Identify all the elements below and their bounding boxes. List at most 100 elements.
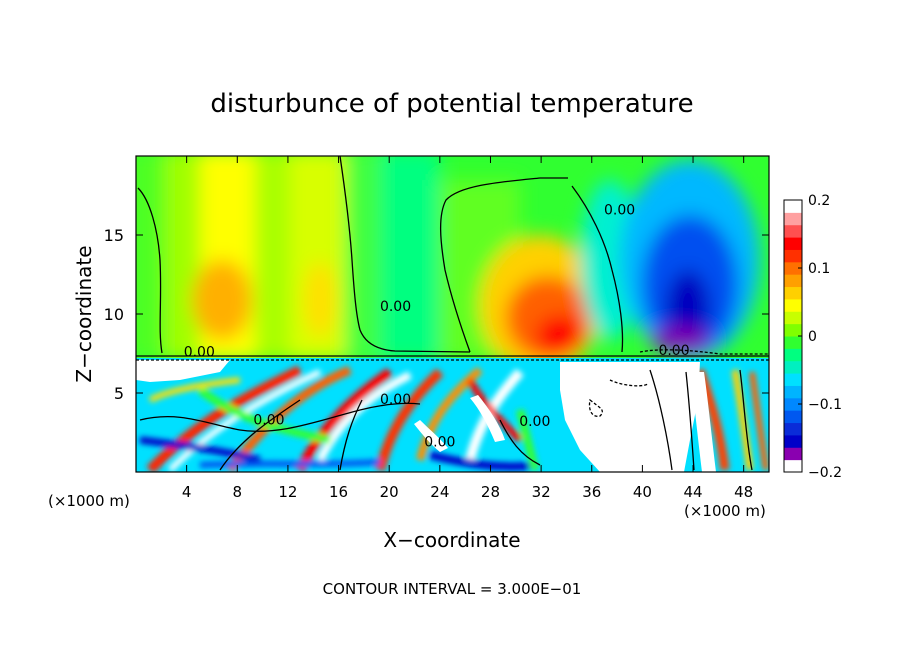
x-tick-label: 16 bbox=[329, 483, 348, 501]
streak bbox=[516, 409, 539, 471]
colorbar-label: −0.2 bbox=[808, 465, 842, 481]
x-tick-label: 36 bbox=[582, 483, 601, 501]
streak bbox=[139, 436, 261, 464]
white-region bbox=[470, 395, 505, 442]
streak bbox=[148, 377, 241, 403]
contour-label: 0.00 bbox=[380, 392, 411, 408]
colorbar-swatch bbox=[784, 298, 802, 312]
contour-label: 0.00 bbox=[424, 435, 455, 451]
colorbar-swatch bbox=[784, 422, 802, 436]
x-unit-left: (×1000 m) bbox=[48, 492, 130, 510]
streak bbox=[416, 366, 483, 461]
contour-label: 0.00 bbox=[380, 299, 411, 315]
contour-labels: 0.00 0.00 0.00 0.00 0.00 0.00 0.00 0.00 bbox=[184, 202, 690, 450]
contour-label: 0.00 bbox=[658, 343, 689, 359]
x-tick-label: 20 bbox=[380, 483, 399, 501]
field-band bbox=[345, 156, 380, 360]
contour-line bbox=[739, 369, 753, 471]
colorbar-swatch bbox=[784, 434, 802, 448]
colorbar-label: −0.1 bbox=[808, 397, 842, 413]
colorbar-swatch bbox=[784, 410, 802, 424]
field-blob bbox=[650, 326, 710, 354]
field-band bbox=[255, 156, 295, 360]
contour-line bbox=[137, 187, 163, 354]
contour-line bbox=[339, 156, 471, 353]
colorbar-swatch bbox=[784, 373, 802, 386]
field-blob bbox=[536, 315, 584, 355]
white-region bbox=[560, 362, 700, 472]
streak bbox=[731, 369, 754, 471]
field-band bbox=[136, 156, 170, 360]
field-band bbox=[380, 156, 440, 360]
streak bbox=[197, 386, 331, 444]
streak bbox=[429, 451, 531, 471]
contour-line bbox=[588, 398, 604, 417]
colorbar-swatch bbox=[784, 385, 802, 399]
colorbar-swatch bbox=[784, 459, 802, 473]
colorbar: 0.2 0.1 0 −0.1 −0.2 bbox=[783, 193, 842, 481]
streak bbox=[375, 368, 444, 472]
y-tick-label: 10 bbox=[104, 305, 124, 324]
y-axis: 5 10 15 bbox=[104, 226, 769, 403]
colorbar-swatch bbox=[784, 397, 802, 411]
contour-label: 0.00 bbox=[604, 202, 635, 218]
contour-line bbox=[685, 371, 695, 471]
streak bbox=[199, 459, 381, 468]
field-blob bbox=[304, 262, 336, 338]
colorbar-label: 0.1 bbox=[808, 261, 830, 277]
colorbar-swatch bbox=[784, 323, 802, 337]
contour-label: 0.00 bbox=[253, 413, 284, 429]
colorbar-swatch bbox=[784, 212, 802, 226]
lower-field bbox=[136, 358, 769, 472]
y-tick-label: 5 bbox=[114, 384, 124, 403]
contour-interval-note: CONTOUR INTERVAL = 3.000E−01 bbox=[323, 580, 582, 598]
colorbar-swatch bbox=[784, 200, 802, 213]
contour-line bbox=[339, 399, 363, 471]
chart-title: disturbunce of potential temperature bbox=[210, 89, 693, 119]
x-tick-label: 44 bbox=[683, 483, 702, 501]
x-axis: 4 8 12 16 20 24 28 32 36 40 44 48 bbox=[182, 156, 753, 501]
contour-lines bbox=[136, 156, 769, 471]
y-tick-label: 15 bbox=[104, 226, 124, 245]
colorbar-swatch bbox=[784, 336, 802, 349]
contour-line bbox=[499, 419, 541, 466]
contour-line bbox=[639, 349, 769, 355]
colorbar-swatch bbox=[784, 311, 802, 325]
contour-line bbox=[139, 402, 421, 432]
contour-line bbox=[609, 379, 649, 387]
colorbar-swatch bbox=[784, 286, 802, 300]
x-tick-label: 48 bbox=[734, 483, 753, 501]
x-tick-label: 32 bbox=[532, 483, 551, 501]
x-tick-label: 28 bbox=[481, 483, 500, 501]
white-region bbox=[690, 372, 716, 472]
upper-field bbox=[136, 156, 760, 375]
x-tick-label: 24 bbox=[430, 483, 449, 501]
streak bbox=[466, 378, 523, 443]
field-blob bbox=[192, 260, 252, 340]
colorbar-label: 0.2 bbox=[808, 193, 830, 209]
colorbar-swatch bbox=[784, 249, 802, 263]
contour-label: 0.00 bbox=[184, 345, 215, 361]
colorbar-swatch bbox=[784, 261, 802, 275]
contour-label: 0.00 bbox=[519, 414, 550, 430]
y-axis-label: Z−coordinate bbox=[72, 245, 96, 382]
colorbar-swatch bbox=[784, 360, 802, 374]
x-unit-right: (×1000 m) bbox=[684, 502, 766, 520]
streak bbox=[749, 371, 769, 471]
x-tick-label: 4 bbox=[182, 483, 192, 501]
white-region bbox=[136, 360, 230, 382]
contour-line bbox=[571, 185, 624, 353]
field-band bbox=[165, 156, 205, 360]
x-tick-label: 12 bbox=[278, 483, 297, 501]
contour-line bbox=[439, 177, 568, 353]
colorbar-swatch bbox=[784, 237, 802, 250]
x-axis-label: X−coordinate bbox=[383, 528, 520, 552]
contour-line bbox=[649, 369, 673, 471]
colorbar-swatch bbox=[784, 348, 802, 362]
contour-line bbox=[219, 399, 301, 471]
x-tick-label: 8 bbox=[233, 483, 243, 501]
colorbar-swatch bbox=[784, 224, 802, 238]
streak bbox=[146, 365, 303, 472]
heatmap-field: 0.00 0.00 0.00 0.00 0.00 0.00 0.00 0.00 bbox=[136, 156, 769, 472]
